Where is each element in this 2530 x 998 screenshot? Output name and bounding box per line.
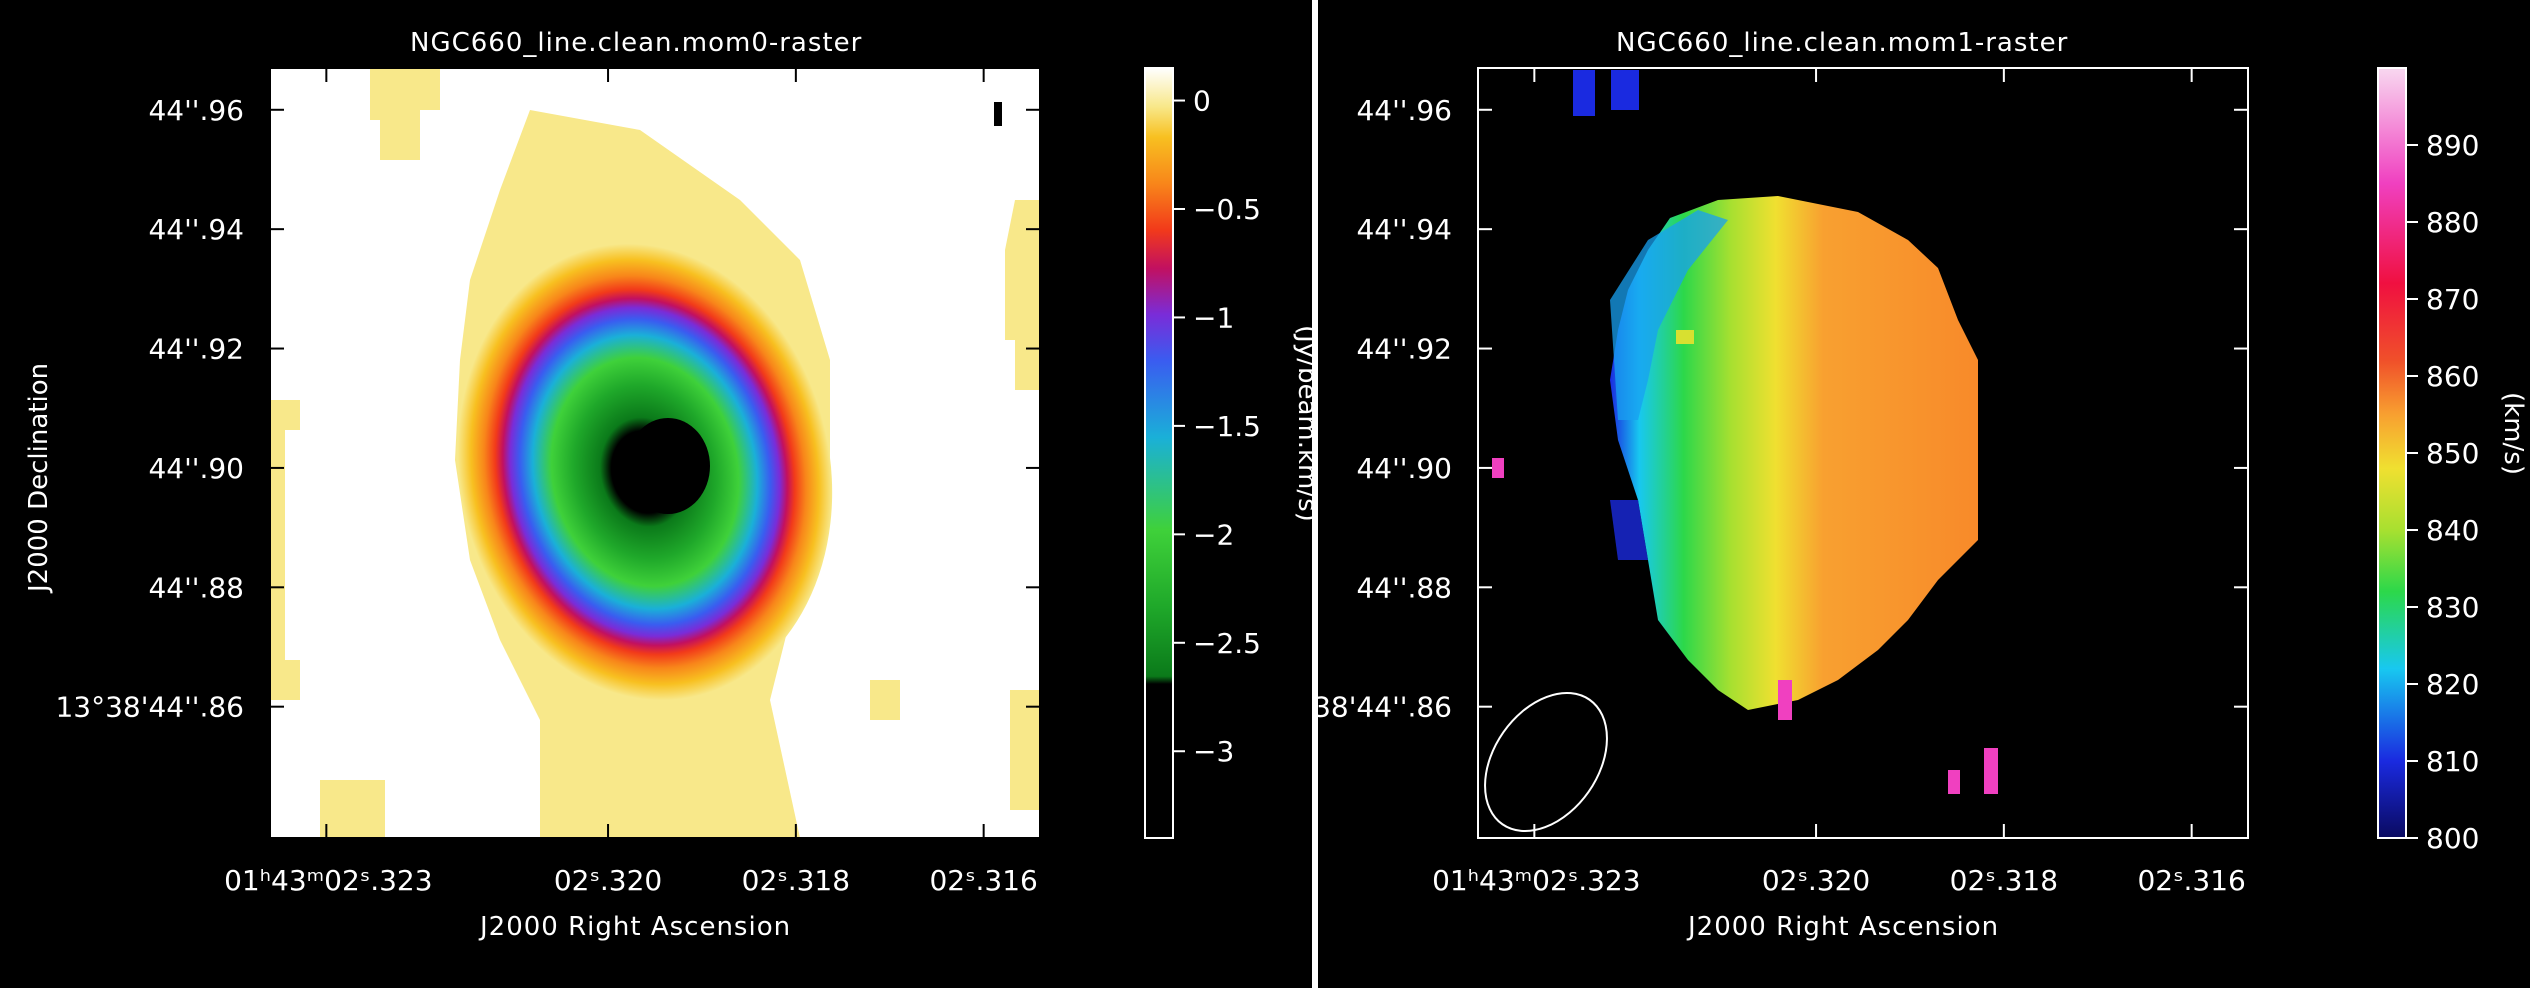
mom0-ytick-label: 44''.90 [148,452,244,485]
mom0-xtick-label: 02ˢ.316 [929,864,1037,897]
mom0-peak [626,418,710,514]
mom1-panel: NGC660_line.clean.mom1-raster [1318,0,2530,988]
mom1-cbtick-label: 810 [2426,745,2479,778]
mom1-cbtick-label: 860 [2426,360,2479,393]
mom0-cbtick-label: −2 [1193,518,1234,551]
mom1-ytick-label: 44''.96 [1356,94,1452,127]
mom1-ytick-label: 44''.88 [1356,571,1452,604]
mom0-ytick-label: 44''.92 [148,333,244,366]
mom1-plot: 44''.96 44''.94 44''.92 44''.90 44''.88 38'44… [1318,67,2479,897]
mom0-panel: NGC660_line.clean.mom0-raster [0,0,1312,988]
mom1-colorbar-label: (km/s) [2498,392,2528,475]
mom1-cbtick-label: 830 [2426,591,2479,624]
mom0-cbtick-label: −1.5 [1193,410,1261,443]
mom1-ytick-label: 38'44''.86 [1318,691,1452,724]
mom1-title: NGC660_line.clean.mom1-raster [1616,28,2069,58]
mom1-xtick-label: 02ˢ.320 [1762,864,1870,897]
mom0-cbtick-label: −2.5 [1193,627,1261,660]
mom0-cbtick-label: −1 [1193,301,1234,334]
mom1-blob-left [1492,458,1504,478]
mom1-ytick-label: 44''.90 [1356,452,1452,485]
mom0-ytick-label: 44''.88 [148,571,244,604]
mom0-ytick-label: 44''.96 [148,94,244,127]
mom0-ylabel: J2000 Declination [24,362,54,592]
mom1-cbtick-label: 840 [2426,514,2479,547]
mom0-cbtick-label: 0 [1193,85,1211,118]
mom1-cbtick-label: 850 [2426,437,2479,470]
mom0-plot: 44''.96 44''.94 44''.92 44''.90 44''.88 13°38… [55,67,1261,897]
mom0-xtick-label: 02ˢ.318 [742,864,850,897]
mom1-beam-ellipse [1484,691,1608,833]
mom0-xlabel: J2000 Right Ascension [480,912,792,942]
mom1-blob-topleft-a [1573,70,1595,116]
mom1-xlabel: J2000 Right Ascension [1688,912,2000,942]
mom0-xtick-label: 01ʰ43ᵐ02ˢ.323 [224,864,432,897]
mom0-cbtick-label: −0.5 [1193,193,1261,226]
mom1-cbtick-label: 880 [2426,206,2479,239]
mom1-emission [1492,70,1998,794]
mom1-cbtick-label: 890 [2426,129,2479,162]
mom1-blob-topleft-b [1611,70,1639,110]
mom1-blob-bottom-a [1948,770,1960,794]
mom1-xtick-label: 02ˢ.316 [2137,864,2245,897]
mom1-cbtick-label: 800 [2426,822,2479,855]
mom0-beam-marker [994,102,1002,126]
mom1-ytick-label: 44''.92 [1356,333,1452,366]
mom1-ytick-label: 44''.94 [1356,213,1452,246]
mom1-colorbar [2377,67,2407,839]
mom0-colorbar [1144,67,1174,839]
mom0-cbtick-label: −3 [1193,735,1234,768]
mom0-emission [270,68,1040,838]
mom1-blob-bottom-b [1984,748,1998,794]
mom0-ytick-label: 44''.94 [148,213,244,246]
mom1-cbtick-label: 820 [2426,668,2479,701]
mom1-cbtick-label: 870 [2426,283,2479,316]
mom1-xtick-label: 01ʰ43ᵐ02ˢ.323 [1432,864,1640,897]
mom0-ytick-label: 13°38'44''.86 [55,691,244,724]
mom0-title: NGC660_line.clean.mom0-raster [410,28,863,58]
mom1-xtick-label: 02ˢ.318 [1950,864,2058,897]
mom0-xtick-label: 02ˢ.320 [554,864,662,897]
